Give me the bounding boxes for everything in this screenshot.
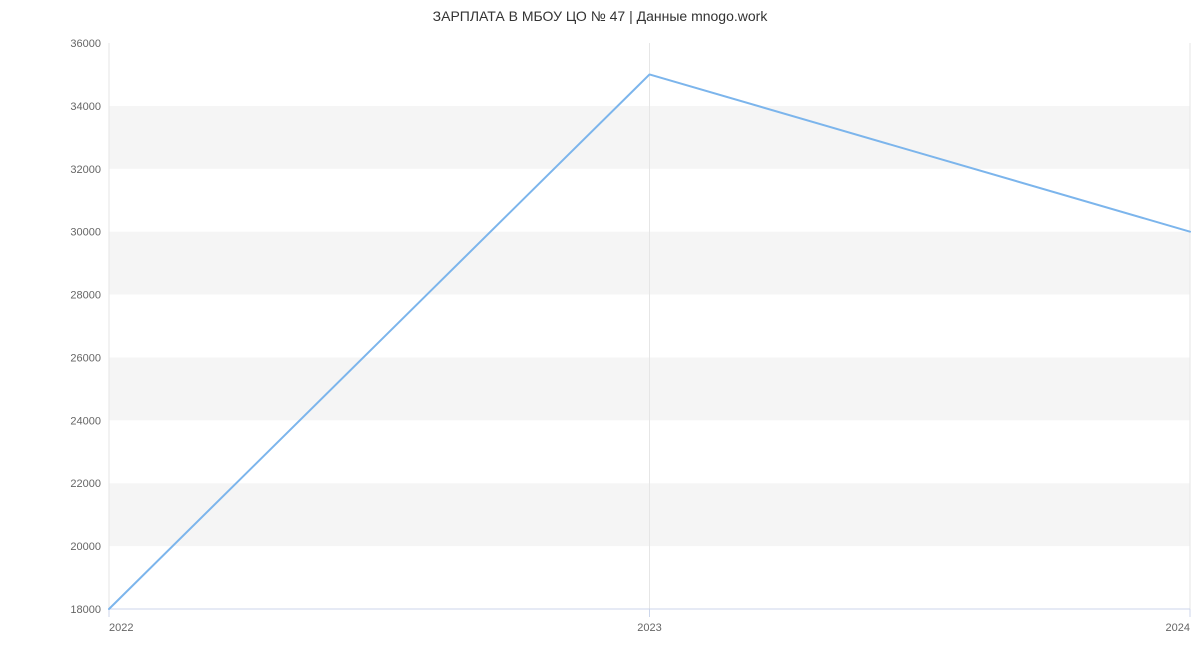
y-tick-label: 36000 xyxy=(70,38,101,50)
chart-svg: 18000 20000 22000 24000 26000 28000 30000 32000… xyxy=(0,0,1200,650)
y-tick-label: 18000 xyxy=(70,604,101,616)
x-tick-label: 2024 xyxy=(1166,622,1190,634)
chart-title: ЗАРПЛАТА В МБОУ ЦО № 47 | Данные mnogo.w… xyxy=(0,0,1200,24)
y-tick-label: 24000 xyxy=(70,415,101,427)
x-tick-label: 2023 xyxy=(637,622,661,634)
y-tick-label: 26000 xyxy=(70,352,101,364)
y-tick-label: 30000 xyxy=(70,227,101,239)
salary-line-chart: ЗАРПЛАТА В МБОУ ЦО № 47 | Данные mnogo.w… xyxy=(0,0,1200,650)
y-tick-label: 22000 xyxy=(70,478,101,490)
y-tick-label: 28000 xyxy=(70,290,101,302)
y-tick-label: 20000 xyxy=(70,541,101,553)
y-tick-label: 34000 xyxy=(70,101,101,113)
y-tick-label: 32000 xyxy=(70,164,101,176)
x-tick-label: 2022 xyxy=(109,622,133,634)
